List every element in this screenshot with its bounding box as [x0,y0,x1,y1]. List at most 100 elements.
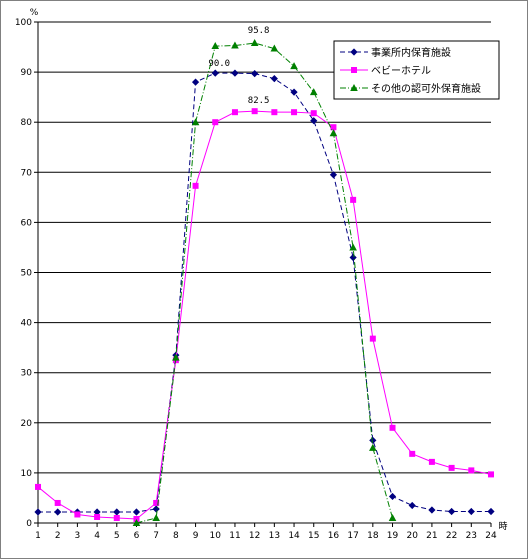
x-tick-label: 17 [347,531,358,541]
data-label: 95.8 [248,26,270,36]
data-point [428,458,435,465]
x-tick-label: 8 [173,531,179,541]
data-point [408,501,416,510]
x-tick-label: 3 [75,531,81,541]
data-point [132,519,141,526]
data-point [291,109,298,116]
data-label: 82.5 [248,96,270,106]
series-line [38,72,491,513]
data-point [133,515,140,522]
legend-marker [351,67,357,73]
data-point [113,514,120,521]
x-tick-label: 20 [406,531,418,541]
y-tick-label: 70 [21,168,33,178]
data-point [271,109,278,116]
data-point [94,513,101,520]
y-tick-label: 100 [15,18,32,28]
data-point [35,483,41,490]
y-tick-label: 60 [21,218,33,228]
data-point [251,108,258,115]
data-point [231,41,239,49]
series-0 [34,69,495,516]
data-point [152,513,160,521]
data-point [231,69,239,77]
legend-label: ベビーホテル [371,65,431,77]
data-point [310,117,318,125]
x-tick-label: 16 [328,531,340,541]
data-point [54,508,62,516]
data-point [349,253,357,262]
legend-marker [350,84,358,91]
y-tick-label: 30 [21,369,33,379]
data-point [113,508,121,516]
data-point [487,507,495,516]
data-point [329,171,338,179]
x-tick-label: 24 [485,531,497,541]
x-tick-label: 9 [193,531,199,541]
data-point [191,78,200,86]
data-point [93,508,101,516]
x-tick-label: 18 [367,531,379,541]
data-point [428,506,436,514]
data-point [388,513,397,521]
data-point [369,335,376,342]
x-tick-label: 13 [269,531,280,541]
x-tick-label: 10 [210,531,222,541]
data-point [211,69,219,77]
data-point [251,70,259,78]
data-point [211,42,220,50]
x-tick-label: 21 [426,531,437,541]
legend-label: その他の認可外保育施設 [371,82,481,95]
data-point [330,124,337,131]
y-tick-label: 40 [21,319,33,329]
x-tick-label: 4 [94,531,100,541]
data-point [290,88,298,96]
data-point [329,129,338,137]
y-unit-label: % [30,8,39,18]
data-point [172,353,180,361]
x-tick-label: 6 [134,531,140,541]
data-point [309,88,318,96]
data-point [34,508,42,516]
data-point [191,118,200,126]
data-point [54,499,61,506]
series-line [37,110,492,520]
data-point [488,471,494,478]
data-point [467,507,475,516]
data-point [388,492,397,501]
data-point [290,62,298,70]
data-point [270,75,278,83]
data-point [349,243,357,251]
series-2 [132,39,397,526]
series-line [136,42,394,524]
data-point [409,450,416,457]
x-tick-label: 12 [249,531,260,541]
data-point [132,508,141,516]
data-point [468,467,475,474]
x-tick-label: 22 [446,531,457,541]
x-tick-label: 5 [114,531,120,541]
data-label: 90.0 [208,59,230,69]
legend-label: 事業所内保育施設 [371,46,451,59]
y-tick-label: 20 [21,419,33,429]
data-point [448,464,455,471]
x-tick-label: 14 [288,531,300,541]
x-tick-label: 15 [308,531,319,541]
data-point [270,44,279,52]
x-tick-label: 23 [466,531,477,541]
data-point [152,505,160,513]
y-tick-label: 90 [21,68,33,78]
data-point [250,39,259,47]
data-point [310,110,317,117]
y-tick-label: 80 [21,118,33,128]
data-point [231,109,238,116]
data-point [74,511,81,518]
x-tick-label: 1 [35,531,41,541]
data-point [448,507,456,516]
data-point [389,424,396,431]
data-point [212,119,219,126]
legend-marker [350,48,358,56]
y-tick-label: 0 [26,519,32,529]
